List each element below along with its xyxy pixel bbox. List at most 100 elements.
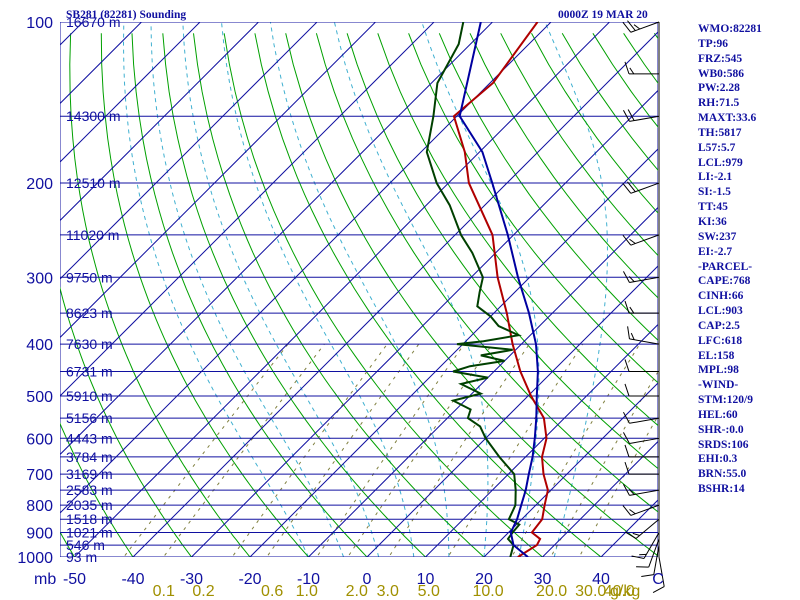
barb-flag xyxy=(622,505,632,516)
dry-adiabat xyxy=(69,33,251,557)
isotherm xyxy=(60,22,201,163)
mixing-ratio-label: 0.1 xyxy=(153,583,175,600)
chart-title: SB281 (82281) Sounding xyxy=(66,9,187,21)
isotherm xyxy=(73,22,611,557)
mixing-ratio-line xyxy=(162,343,325,557)
sounding-index: FRZ:545 xyxy=(698,52,743,65)
barb-flag xyxy=(622,234,632,246)
pressure-unit-label: mb xyxy=(34,571,56,588)
sounding-index: RH:71.5 xyxy=(698,97,740,110)
height-label: 1021 m xyxy=(66,525,113,541)
height-label: 93 m xyxy=(66,549,97,565)
sounding-index: EHI:0.3 xyxy=(698,453,738,466)
dry-adiabat xyxy=(438,33,658,341)
dry-adiabat xyxy=(408,33,658,384)
barb-staff xyxy=(630,504,660,516)
barb-flag xyxy=(631,555,645,559)
dry-adiabat xyxy=(469,33,658,299)
barb-flag xyxy=(633,24,641,30)
dry-adiabat xyxy=(346,33,658,470)
mixing-ratio-label: 0.6 xyxy=(261,583,283,600)
sounding-index: LI:-2.1 xyxy=(698,171,733,184)
barb-flag xyxy=(641,574,654,577)
wind-barb xyxy=(622,271,660,283)
height-label: 5910 m xyxy=(66,388,113,404)
isotherm xyxy=(60,22,143,105)
isotherm xyxy=(424,323,658,557)
pressure-tick-label: 1000 xyxy=(17,550,53,567)
temperature-tick-label: 20 xyxy=(475,571,493,588)
barb-flag xyxy=(622,484,630,496)
barb-staff xyxy=(630,234,660,246)
height-label: 3784 m xyxy=(66,449,113,465)
dry-adiabat xyxy=(377,33,658,427)
barb-flag xyxy=(622,411,630,424)
barb-staff xyxy=(648,538,660,568)
barb-flag xyxy=(624,444,630,458)
pressure-tick-label: 600 xyxy=(26,431,53,448)
barb-flag xyxy=(624,531,637,539)
sounding-index: CAPE:768 xyxy=(698,275,751,288)
temperature-tick-label: 40 xyxy=(592,571,610,588)
barb-flag xyxy=(627,20,636,31)
mixing-ratio-line xyxy=(388,343,530,557)
mixing-ratio-line xyxy=(578,415,658,557)
sounding-profiles xyxy=(425,22,549,557)
isotherm xyxy=(249,148,658,557)
sounding-index: SHR-:0.0 xyxy=(698,423,744,436)
barb-flag xyxy=(622,110,630,122)
dry-adiabat xyxy=(100,33,310,557)
height-label: 14300 m xyxy=(66,108,120,124)
temperature-tick-label: 10 xyxy=(417,571,435,588)
mixing-ratio-label: 5.0 xyxy=(418,583,440,600)
barb-flag xyxy=(624,461,630,475)
sounding-index: PW:2.28 xyxy=(698,82,740,95)
barb-flag xyxy=(627,109,635,121)
sounding-index: -PARCEL- xyxy=(698,260,753,273)
barb-flag xyxy=(627,181,636,192)
dry-adiabat xyxy=(131,33,368,557)
temperature-unit-label: C xyxy=(652,571,664,588)
dry-adiabat xyxy=(60,286,193,557)
isotherm xyxy=(132,31,658,557)
temperature-tick-label: -30 xyxy=(180,571,203,588)
height-label: 5156 m xyxy=(66,410,113,426)
mixing-ratio-label: 0.2 xyxy=(192,583,214,600)
barb-staff xyxy=(629,437,660,445)
barb-flag xyxy=(622,432,630,444)
mixing-ratio-label: 3.0 xyxy=(377,583,399,600)
height-label: 7630 m xyxy=(66,336,113,352)
wind-barb xyxy=(624,461,659,475)
sounding-index: LCL:903 xyxy=(698,305,743,318)
sounding-index: LCL:979 xyxy=(698,156,743,169)
dry-adiabat xyxy=(193,33,485,557)
barb-staff xyxy=(653,544,660,575)
mixing-ratio-label: 2.0 xyxy=(346,583,368,600)
sounding-index: MPL:98 xyxy=(698,364,739,377)
wind-barb xyxy=(622,432,660,445)
temperature-tick-label: -20 xyxy=(238,571,261,588)
isotherm xyxy=(190,89,658,557)
barb-flag xyxy=(624,383,630,397)
isotherm xyxy=(366,265,658,557)
barb-staff xyxy=(629,115,660,122)
sounding-index: HEL:60 xyxy=(698,408,738,421)
mixing-ratio-label: 40.0 xyxy=(604,583,635,600)
barb-flag xyxy=(622,183,632,194)
barb-flag xyxy=(624,300,630,314)
barb-flag xyxy=(629,238,636,244)
pressure-tick-label: 700 xyxy=(26,467,53,484)
height-label: 6731 m xyxy=(66,363,113,379)
sounding-index: WMO:82281 xyxy=(698,23,762,35)
wind-barb xyxy=(652,556,665,594)
sounding-index: KI:36 xyxy=(698,215,727,228)
mixing-ratio-unit: g/kg xyxy=(610,583,640,600)
series-parcel xyxy=(458,22,539,557)
barb-flag xyxy=(624,359,630,372)
mixing-ratio-line xyxy=(266,343,420,557)
barb-staff xyxy=(630,21,660,33)
temperature-tick-label: 0 xyxy=(363,571,372,588)
wind-barb xyxy=(627,326,660,345)
isotherm xyxy=(483,382,658,557)
